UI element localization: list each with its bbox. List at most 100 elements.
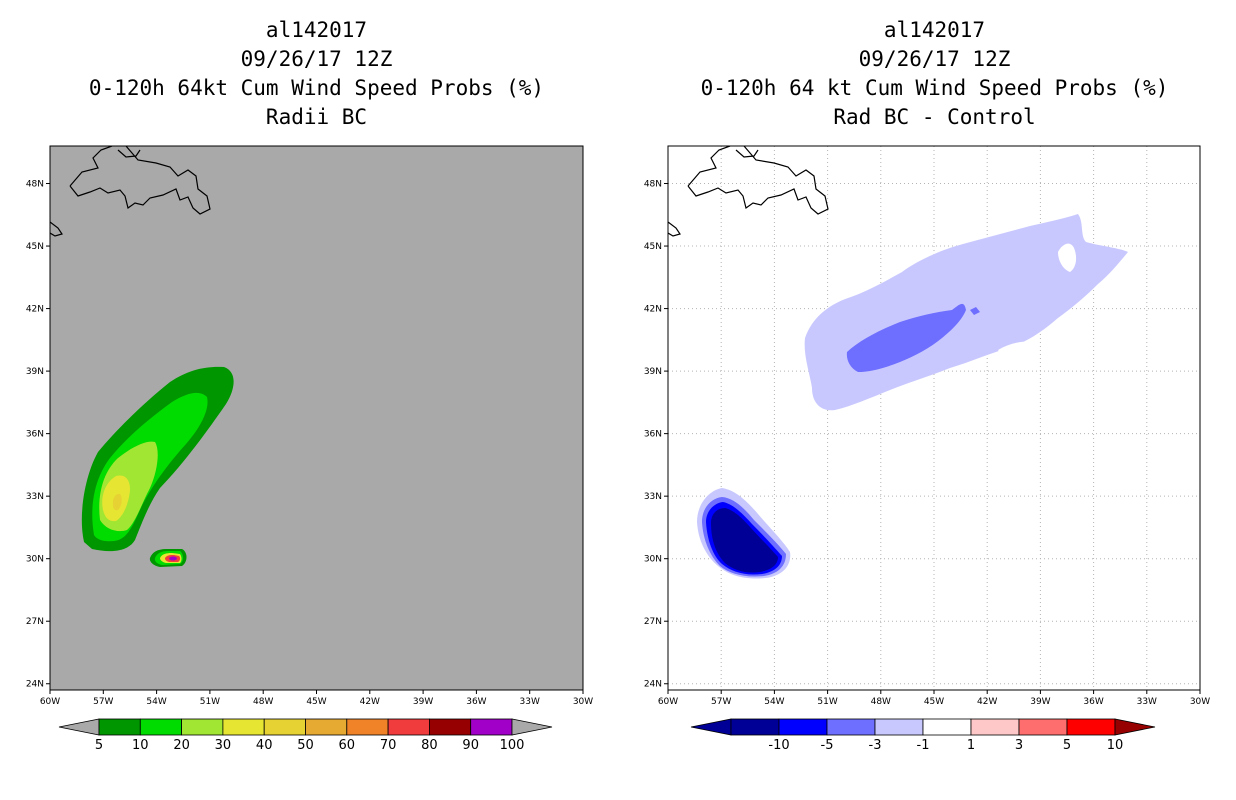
colorbar-label: 1 <box>967 738 975 753</box>
x-tick-label: 60W <box>40 697 60 707</box>
colorbar-label: 50 <box>297 738 314 753</box>
colorbar-left-arrow <box>690 718 732 736</box>
y-tick-label: 33N <box>644 492 662 502</box>
y-tick-label: 30N <box>644 555 662 565</box>
colorbar-swatch <box>263 718 306 736</box>
colorbar-swatch <box>139 718 183 736</box>
y-tick-label: 39N <box>644 367 662 377</box>
colorbar-label: 100 <box>500 738 525 753</box>
left-product: 0-120h 64kt Cum Wind Speed Probs (%) <box>88 76 545 100</box>
colorbar-label: 5 <box>95 738 103 753</box>
x-tick-label: 39W <box>1030 697 1050 707</box>
right-coastline <box>668 146 829 237</box>
colorbar-right-arrow <box>1114 718 1156 736</box>
colorbar-swatch <box>470 718 513 736</box>
left-panel-title: al142017 09/26/17 12Z 0-120h 64kt Cum Wi… <box>50 16 583 132</box>
right-datetime: 09/26/17 12Z <box>858 47 1011 71</box>
y-tick-label: 24N <box>26 680 44 690</box>
x-tick-label: 54W <box>146 697 166 707</box>
x-tick-label: 51W <box>817 697 837 707</box>
x-tick-label: 60W <box>658 697 678 707</box>
x-tick-label: 54W <box>764 697 784 707</box>
colorbar-swatch <box>778 718 828 736</box>
x-tick-label: 33W <box>520 697 540 707</box>
colorbar-swatch <box>428 718 472 736</box>
right-axis-ticks: 60W 57W 54W 51W 48W 45W 42W 39W 36W 33W 30W 48N 45N 4… <box>644 180 1210 707</box>
x-tick-label: 45W <box>924 697 944 707</box>
colorbar-label: 90 <box>462 738 479 753</box>
right-contour-neg-max <box>711 508 778 573</box>
right-panel-title: al142017 09/26/17 12Z 0-120h 64 kt Cum W… <box>668 16 1201 132</box>
x-tick-label: 48W <box>871 697 891 707</box>
y-tick-label: 42N <box>26 305 44 315</box>
colorbar-swatch <box>922 718 972 736</box>
right-hole-1 <box>1058 243 1077 272</box>
colorbar-swatch <box>387 718 430 736</box>
colorbar-label: -3 <box>869 738 882 753</box>
colorbar-swatch <box>181 718 224 736</box>
left-contours <box>50 146 234 567</box>
colorbar-label: 70 <box>380 738 397 753</box>
colorbar-swatch <box>98 718 141 736</box>
y-tick-label: 45N <box>644 242 662 252</box>
right-contour-minus3-dot <box>970 307 980 315</box>
x-tick-label: 30W <box>573 697 593 707</box>
y-tick-label: 36N <box>26 430 44 440</box>
x-tick-label: 45W <box>306 697 326 707</box>
x-tick-label: 36W <box>1083 697 1103 707</box>
right-product: 0-120h 64 kt Cum Wind Speed Probs (%) <box>700 76 1169 100</box>
y-tick-label: 30N <box>26 555 44 565</box>
colorbar-swatch <box>222 718 265 736</box>
left-contour-40 <box>112 493 122 511</box>
colorbar-label: 30 <box>215 738 232 753</box>
colorbar-swatch <box>1018 718 1068 736</box>
right-colorbar: -10 -5 -3 -1 1 3 5 10 <box>690 718 1156 753</box>
right-contour-minus3 <box>846 303 966 372</box>
colorbar-right-arrow <box>511 718 553 736</box>
colorbar-swatch <box>730 718 780 736</box>
y-tick-label: 42N <box>644 305 662 315</box>
x-tick-label: 57W <box>93 697 113 707</box>
y-tick-label: 27N <box>644 617 662 627</box>
colorbar-swatch <box>970 718 1020 736</box>
x-tick-label: 39W <box>413 697 433 707</box>
left-datetime: 09/26/17 12Z <box>240 47 393 71</box>
colorbar-label: -1 <box>917 738 930 753</box>
y-tick-label: 48N <box>644 180 662 190</box>
y-tick-label: 48N <box>26 180 44 190</box>
y-tick-label: 36N <box>644 430 662 440</box>
colorbar-swatch <box>346 718 389 736</box>
colorbar-swatch <box>874 718 924 736</box>
left-storm-id: al142017 <box>265 18 368 42</box>
x-tick-label: 36W <box>466 697 486 707</box>
y-tick-label: 27N <box>26 617 44 627</box>
colorbar-label: 20 <box>173 738 190 753</box>
right-storm-id: al142017 <box>883 18 986 42</box>
colorbar-swatch <box>826 718 876 736</box>
x-tick-label: 42W <box>360 697 380 707</box>
y-tick-label: 24N <box>644 680 662 690</box>
y-tick-label: 45N <box>26 242 44 252</box>
left-coastline <box>50 146 211 237</box>
x-tick-label: 48W <box>253 697 273 707</box>
colorbar-left-arrow <box>58 718 100 736</box>
colorbar-label: 3 <box>1015 738 1023 753</box>
right-hole-2 <box>998 341 1035 354</box>
y-tick-label: 39N <box>26 367 44 377</box>
colorbar-label: 80 <box>421 738 438 753</box>
colorbar-label: 60 <box>339 738 356 753</box>
left-axis-ticks: 60W 57W 54W 51W 48W 45W 42W 39W 36W 33W 30W 48N 45N 4… <box>26 180 593 707</box>
left-colorbar: 5 10 20 30 40 50 60 70 80 90 100 <box>58 718 553 753</box>
colorbar-label: 10 <box>1107 738 1124 753</box>
colorbar-label: -5 <box>821 738 834 753</box>
x-tick-label: 30W <box>1190 697 1210 707</box>
right-subtitle: Rad BC - Control <box>833 105 1036 129</box>
colorbar-label: 5 <box>1063 738 1071 753</box>
y-tick-label: 33N <box>26 492 44 502</box>
colorbar-swatch <box>1066 718 1116 736</box>
colorbar-label: 10 <box>132 738 149 753</box>
left-subtitle: Radii BC <box>265 105 368 129</box>
right-contours <box>668 146 1128 579</box>
left-spot-90 <box>169 556 177 561</box>
right-map-panel: 60W 57W 54W 51W 48W 45W 42W 39W 36W 33W 30W 48N 45N 4… <box>644 145 1210 707</box>
